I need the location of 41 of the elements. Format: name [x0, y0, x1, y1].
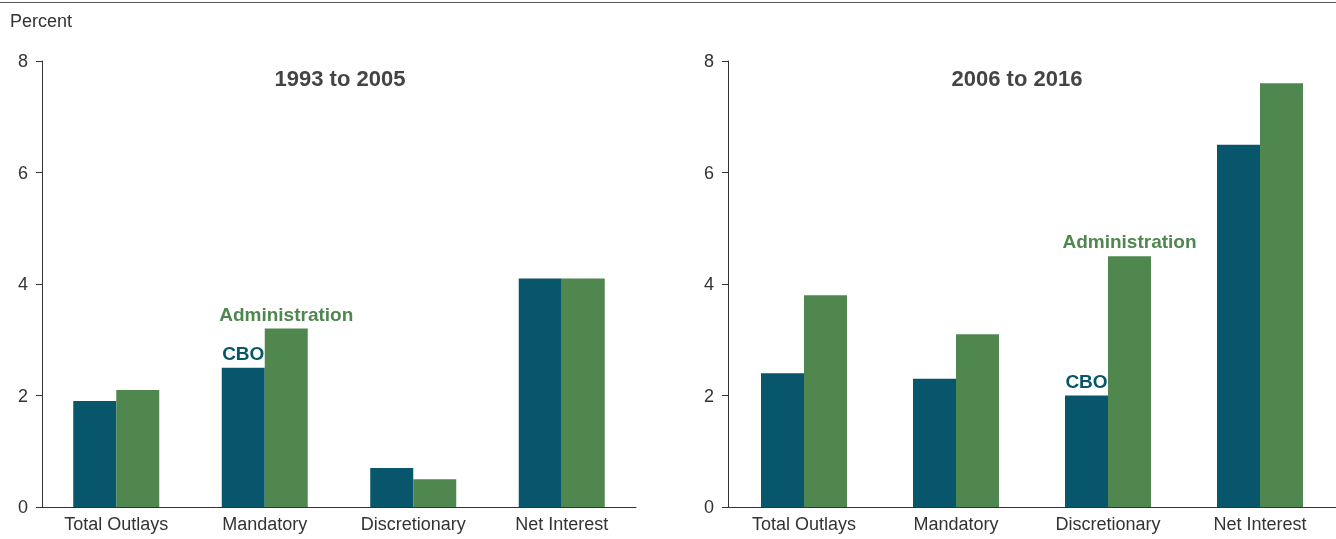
annotation: Administration	[1062, 231, 1197, 253]
bar	[264, 328, 308, 507]
bar	[561, 278, 605, 507]
y-tick-label: 0	[703, 497, 714, 517]
bar	[804, 295, 847, 507]
x-tick-label: Net Interest	[515, 514, 609, 534]
bar	[73, 401, 117, 507]
bar	[956, 334, 999, 507]
x-tick-label: Mandatory	[222, 514, 308, 534]
bar	[913, 378, 956, 507]
x-tick-label: Total Outlays	[751, 514, 857, 534]
bar	[1108, 256, 1151, 507]
y-axis-title: Percent	[10, 11, 73, 31]
chart-title: 1993 to 2005	[274, 65, 406, 91]
annotation: Administration	[219, 303, 354, 325]
bar	[370, 467, 414, 507]
bar	[1217, 144, 1260, 507]
annotation: CBO	[1065, 370, 1108, 392]
y-tick-label: 6	[17, 162, 28, 183]
annotation: CBO	[222, 342, 265, 364]
y-tick-label: 0	[17, 497, 28, 517]
x-tick-label: Net Interest	[1213, 514, 1307, 534]
y-tick-label: 4	[703, 274, 714, 294]
y-tick-label: 2	[703, 385, 714, 406]
bar	[116, 389, 160, 507]
y-tick-label: 2	[17, 385, 28, 406]
bar	[1260, 83, 1303, 507]
y-tick-label: 4	[17, 274, 28, 294]
bar	[413, 479, 457, 507]
x-tick-label: Discretionary	[360, 514, 466, 534]
y-tick-label: 8	[17, 51, 28, 71]
x-tick-label: Total Outlays	[64, 514, 169, 534]
bar	[221, 367, 265, 507]
chart-title: 2006 to 2016	[951, 65, 1083, 91]
x-tick-label: Mandatory	[913, 514, 999, 534]
bar	[518, 278, 562, 507]
y-tick-label: 8	[703, 51, 714, 71]
y-tick-label: 6	[703, 162, 714, 183]
x-tick-label: Discretionary	[1055, 514, 1161, 534]
bar	[1065, 395, 1108, 507]
bar	[761, 373, 804, 507]
